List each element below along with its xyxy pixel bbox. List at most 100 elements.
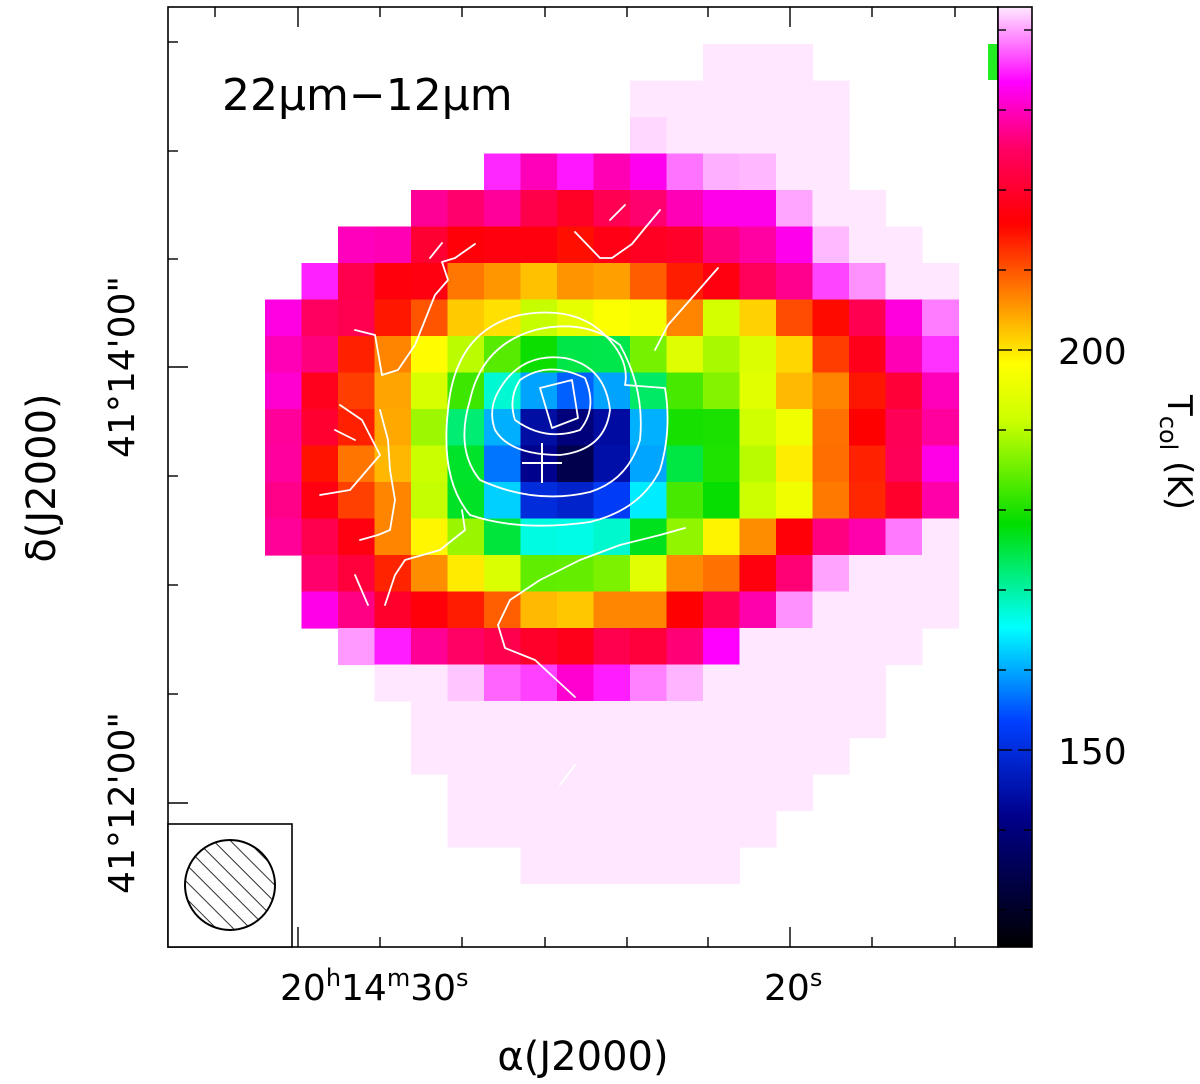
heatmap-pixel — [520, 372, 558, 410]
heatmap-pixel — [301, 299, 339, 337]
heatmap-pixel — [666, 482, 704, 520]
heatmap-pixel — [885, 445, 923, 483]
heatmap-pixel — [666, 591, 704, 629]
heatmap-pixel — [739, 190, 777, 228]
heatmap-pixel — [557, 737, 595, 775]
heatmap-pixel — [922, 518, 960, 556]
heatmap-pixel — [593, 847, 631, 885]
heatmap-pixel — [630, 372, 668, 410]
heatmap-pixel — [338, 591, 376, 629]
heatmap-pixel — [374, 591, 412, 629]
heatmap-pixel — [338, 372, 376, 410]
heatmap-pixel — [776, 701, 814, 739]
heatmap-pixel — [739, 445, 777, 483]
heatmap-pixel — [776, 153, 814, 191]
heatmap-pixel — [484, 336, 522, 374]
x-axis-label: α(J2000) — [497, 1034, 668, 1080]
heatmap-pixel — [776, 774, 814, 812]
heatmap-pixel — [557, 774, 595, 812]
heatmap-pixel — [885, 628, 923, 666]
heatmap-pixel — [520, 190, 558, 228]
heatmap-pixel — [922, 555, 960, 593]
heatmap-pixel — [301, 518, 339, 556]
y-tick-label-14: 41°14'00" — [102, 276, 143, 458]
heatmap-pixel — [557, 299, 595, 337]
contour-line — [539, 379, 579, 429]
heatmap-pixel — [557, 847, 595, 885]
heatmap-pixel — [922, 445, 960, 483]
heatmap-pixel — [666, 664, 704, 702]
heatmap-pixel — [484, 153, 522, 191]
heatmap-pixel — [484, 409, 522, 447]
heatmap-pixel — [776, 518, 814, 556]
heatmap-pixel — [447, 518, 485, 556]
heatmap-pixel — [812, 628, 850, 666]
heatmap-pixel — [703, 664, 741, 702]
heatmap-pixel — [630, 774, 668, 812]
heatmap-pixel — [703, 117, 741, 155]
heatmap-pixel — [703, 482, 741, 520]
heatmap-pixel — [885, 409, 923, 447]
heatmap-pixel — [593, 591, 631, 629]
heatmap-pixel — [849, 664, 887, 702]
heatmap-pixel — [666, 555, 704, 593]
heatmap-pixel — [922, 591, 960, 629]
contour-line — [354, 243, 476, 376]
heatmap-pixel — [885, 591, 923, 629]
contour-line — [429, 242, 443, 259]
contour-line — [491, 356, 611, 456]
heatmap-pixel — [520, 153, 558, 191]
colorbar-tick-200: 200 — [1058, 332, 1127, 373]
heatmap-pixel — [776, 226, 814, 264]
heatmap-pixel — [666, 810, 704, 848]
contour-line — [654, 267, 719, 351]
heatmap-pixel — [703, 153, 741, 191]
heatmap-pixel — [812, 701, 850, 739]
heatmap-pixel — [703, 628, 741, 666]
heatmap-pixel — [666, 518, 704, 556]
heatmap-pixel — [520, 701, 558, 739]
heatmap-pixel — [812, 153, 850, 191]
contour-line — [559, 764, 576, 786]
heatmap-pixel — [666, 372, 704, 410]
heatmap-pixel — [776, 628, 814, 666]
heatmap-pixel — [520, 336, 558, 374]
heatmap-pixel — [666, 409, 704, 447]
heatmap-pixel — [411, 372, 449, 410]
heatmap-pixel — [703, 810, 741, 848]
heatmap-pixel — [922, 482, 960, 520]
heatmap-pixel — [520, 482, 558, 520]
heatmap-pixel — [593, 482, 631, 520]
contour-line — [574, 209, 661, 259]
heatmap-pixel — [593, 299, 631, 337]
heatmap-pixel — [739, 701, 777, 739]
heatmap-pixel — [812, 226, 850, 264]
heatmap-pixel — [411, 445, 449, 483]
heatmap-pixel — [703, 409, 741, 447]
heatmap-pixel — [447, 555, 485, 593]
contour-line — [354, 574, 369, 606]
heatmap-pixel — [301, 336, 339, 374]
heatmap-pixel — [411, 737, 449, 775]
heatmap-pixel — [630, 847, 668, 885]
heatmap-pixel — [484, 482, 522, 520]
heatmap-pixel — [812, 117, 850, 155]
heatmap-pixel — [301, 445, 339, 483]
heatmap-pixel — [520, 226, 558, 264]
heatmap-pixel — [812, 482, 850, 520]
heatmap-pixel — [447, 226, 485, 264]
heatmap-pixel — [447, 299, 485, 337]
heatmap-pixel — [630, 701, 668, 739]
heatmap-pixel — [776, 482, 814, 520]
heatmap-pixel — [484, 555, 522, 593]
heatmap-pixel — [703, 701, 741, 739]
heatmap-pixel — [374, 628, 412, 666]
heatmap-pixel — [374, 226, 412, 264]
heatmap-pixel — [301, 372, 339, 410]
heatmap-pixel — [849, 226, 887, 264]
heatmap-pixel — [447, 737, 485, 775]
heatmap-pixel — [885, 336, 923, 374]
heatmap-pixel — [374, 518, 412, 556]
heatmap-pixel — [739, 664, 777, 702]
